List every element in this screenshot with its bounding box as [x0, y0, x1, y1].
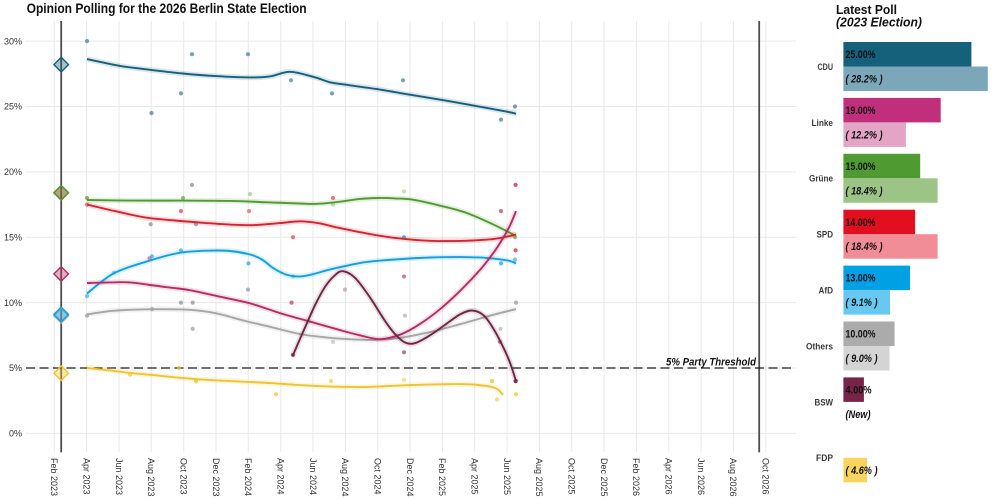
svg-text:AfD: AfD	[819, 286, 834, 297]
svg-text:Oct 2024: Oct 2024	[373, 458, 383, 495]
svg-text:Apr 2026: Apr 2026	[664, 458, 674, 495]
svg-text:Feb 2025: Feb 2025	[437, 458, 447, 496]
svg-text:Aug 2024: Aug 2024	[340, 458, 350, 497]
svg-text:Others: Others	[806, 341, 833, 352]
svg-text:Feb 2024: Feb 2024	[243, 458, 253, 496]
svg-text:Apr 2025: Apr 2025	[470, 458, 480, 495]
svg-text:Jun 2024: Jun 2024	[308, 458, 318, 495]
svg-text:( 9.1% ): ( 9.1% )	[846, 297, 878, 309]
svg-text:15.00%: 15.00%	[846, 161, 876, 173]
svg-text:4.00%: 4.00%	[846, 384, 872, 396]
svg-text:( 4.6% ): ( 4.6% )	[846, 465, 878, 477]
svg-text:( 18.4% ): ( 18.4% )	[846, 185, 883, 197]
svg-text:Opinion Polling for the 2026 B: Opinion Polling for the 2026 Berlin Stat…	[27, 0, 307, 16]
svg-text:Aug 2023: Aug 2023	[146, 458, 156, 497]
svg-text:CDU: CDU	[818, 62, 834, 73]
svg-text:Aug 2025: Aug 2025	[534, 458, 544, 497]
svg-text:10.00%: 10.00%	[846, 329, 876, 341]
svg-text:Jun 2023: Jun 2023	[114, 458, 124, 495]
svg-text:Dec 2025: Dec 2025	[599, 458, 609, 497]
svg-text:Dec 2024: Dec 2024	[405, 458, 415, 497]
svg-text:( 12.2% ): ( 12.2% )	[846, 130, 883, 142]
svg-text:25.00%: 25.00%	[846, 49, 876, 61]
svg-text:15%: 15%	[4, 232, 22, 242]
svg-text:( 28.2% ): ( 28.2% )	[846, 74, 883, 86]
svg-text:5%: 5%	[9, 363, 22, 373]
svg-text:Grüne: Grüne	[809, 174, 833, 185]
svg-text:Apr 2024: Apr 2024	[276, 458, 286, 495]
svg-text:20%: 20%	[4, 167, 22, 177]
svg-text:Oct 2026: Oct 2026	[761, 458, 771, 495]
svg-text:Feb 2026: Feb 2026	[631, 458, 641, 496]
svg-text:Latest Poll: Latest Poll	[836, 2, 897, 17]
svg-text:( 9.0% ): ( 9.0% )	[846, 353, 878, 365]
svg-text:Linke: Linke	[812, 118, 834, 129]
svg-text:( 18.4% ): ( 18.4% )	[846, 241, 883, 253]
svg-text:25%: 25%	[4, 102, 22, 112]
svg-text:13.00%: 13.00%	[846, 273, 876, 285]
svg-text:30%: 30%	[4, 36, 22, 46]
svg-text:(2023 Election): (2023 Election)	[836, 14, 922, 29]
svg-text:Oct 2025: Oct 2025	[567, 458, 577, 495]
svg-text:Jun 2026: Jun 2026	[696, 458, 706, 495]
svg-text:0%: 0%	[9, 429, 22, 439]
svg-text:19.00%: 19.00%	[846, 105, 876, 117]
svg-text:Aug 2026: Aug 2026	[728, 458, 738, 497]
svg-text:Feb 2023: Feb 2023	[49, 458, 59, 496]
svg-text:Dec 2023: Dec 2023	[211, 458, 221, 497]
svg-text:5% Party Threshold: 5% Party Threshold	[666, 357, 756, 369]
svg-text:10%: 10%	[4, 298, 22, 308]
svg-text:Oct 2023: Oct 2023	[179, 458, 189, 495]
svg-text:Apr 2023: Apr 2023	[81, 458, 91, 495]
svg-text:FDP: FDP	[816, 453, 834, 464]
svg-text:SPD: SPD	[817, 230, 834, 241]
svg-text:BSW: BSW	[815, 397, 834, 408]
svg-text:Jun 2025: Jun 2025	[502, 458, 512, 495]
svg-text:14.00%: 14.00%	[846, 217, 876, 229]
svg-text:(New): (New)	[846, 409, 871, 421]
